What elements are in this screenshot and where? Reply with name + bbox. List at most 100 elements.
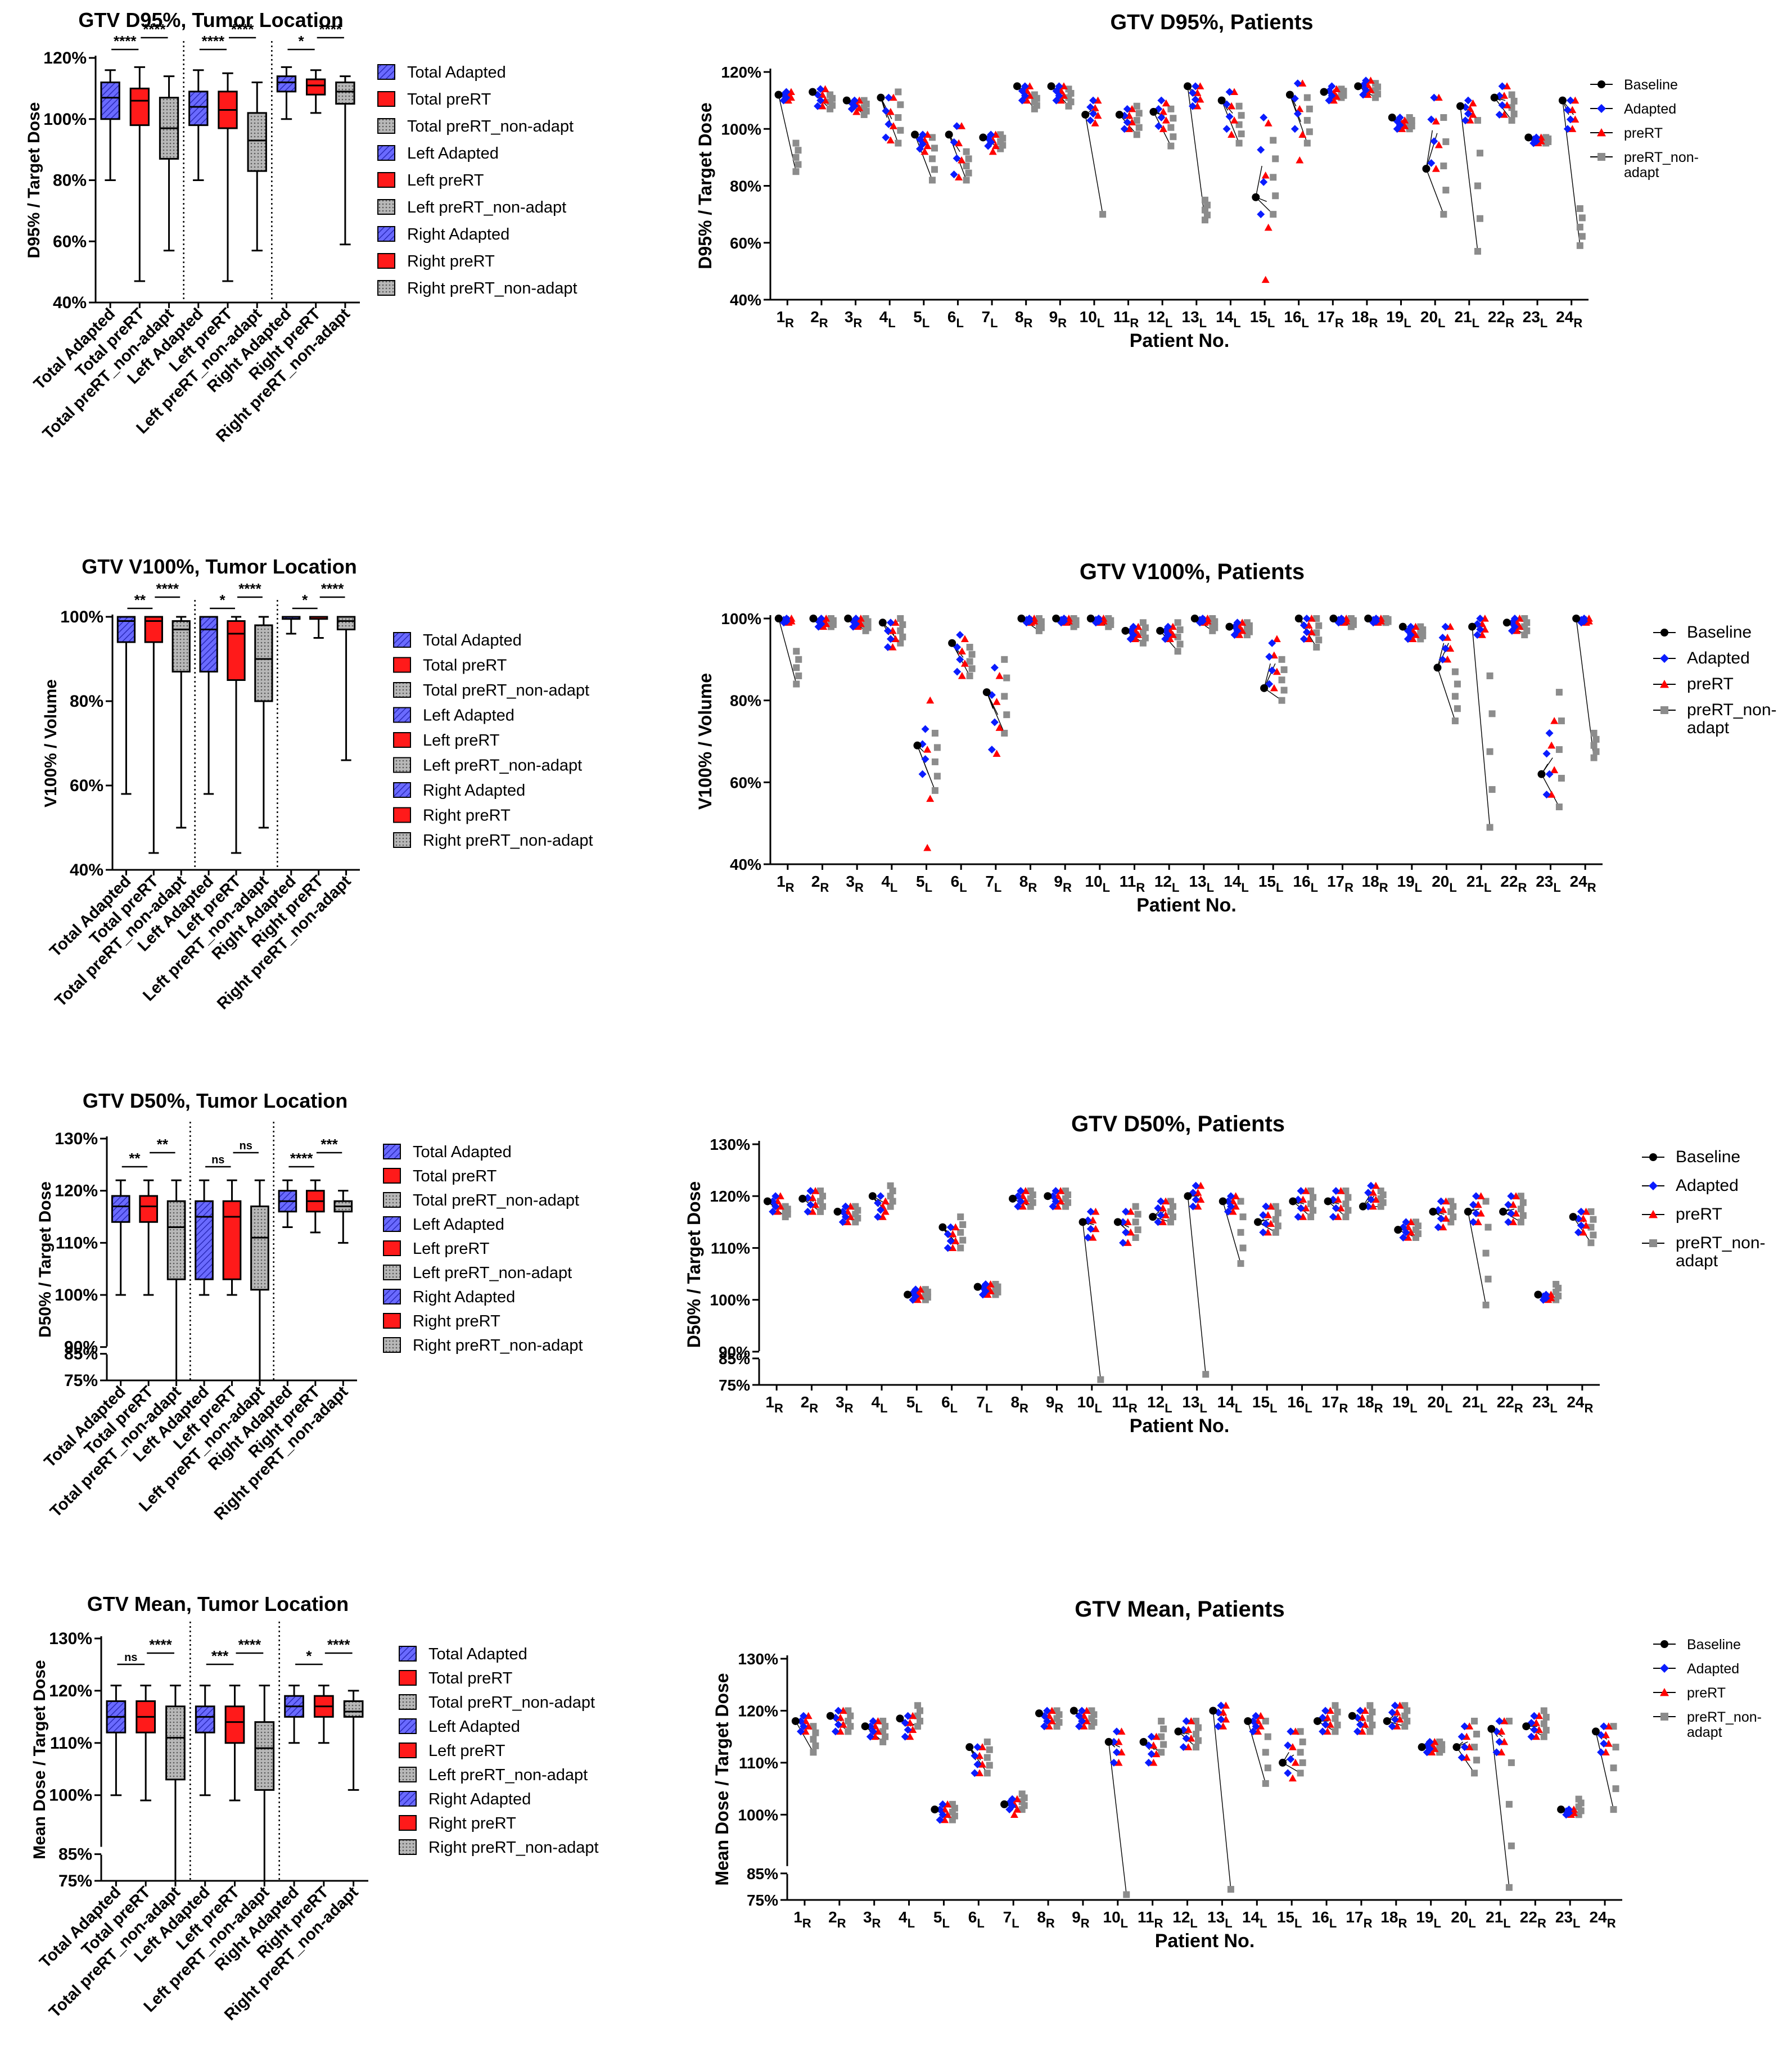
patient-number: 11 (1120, 873, 1136, 890)
legend-swatch (393, 632, 411, 648)
connector-line (1472, 626, 1491, 828)
prert-point (1272, 635, 1281, 643)
nonadapt-point (899, 621, 906, 628)
prert-point (821, 96, 829, 104)
patient-number: 8 (1037, 1908, 1046, 1926)
nonadapt-point (1274, 1222, 1281, 1230)
adapted-point (1472, 1192, 1480, 1200)
y-tick-label: 60% (53, 232, 87, 251)
patient-11-points (1115, 102, 1143, 138)
y-tick-label: 100% (721, 610, 761, 628)
patient-number: 15 (1277, 1908, 1294, 1926)
patient-side: R (1364, 1916, 1373, 1930)
patient-20-points (1422, 93, 1450, 218)
adapted-point (1542, 791, 1551, 799)
y-axis-label: Mean Dose / Target Dose (712, 1673, 732, 1885)
nonadapt-point (1519, 1212, 1527, 1219)
legend-marker (1660, 629, 1668, 637)
nonadapt-point (1174, 648, 1181, 655)
nonadapt-point (1303, 117, 1311, 124)
baseline-point (1225, 622, 1234, 631)
prert-point (1299, 1195, 1307, 1203)
nonadapt-point (1307, 1188, 1315, 1195)
nonadapt-point (959, 1221, 967, 1228)
nonadapt-point (1471, 1717, 1478, 1725)
legend-marker (1660, 1640, 1668, 1648)
prert-point (1481, 615, 1489, 622)
prert-point (1407, 1228, 1415, 1236)
nonadapt-point (1003, 711, 1010, 719)
legend-label: Adapted (1687, 649, 1750, 667)
baseline-point (1047, 82, 1055, 91)
adapted-point (1260, 114, 1268, 121)
adapted-point (1192, 1181, 1200, 1190)
prert-point (1474, 1218, 1482, 1225)
prert-point (1371, 1195, 1380, 1203)
adapted-point (1545, 729, 1554, 737)
nonadapt-point (931, 787, 938, 794)
prert-point (1512, 1209, 1520, 1217)
box-panel-3: GTV Mean, Tumor Location75%85%100%110%12… (30, 1592, 599, 2024)
legend-marker (1649, 1181, 1658, 1190)
prert-point (1307, 615, 1316, 622)
y-tick-label: 85% (58, 1845, 92, 1864)
adapted-point (1225, 88, 1234, 96)
nonadapt-point (1280, 687, 1288, 694)
patient-side: R (1339, 1401, 1348, 1415)
prert-point (1434, 93, 1443, 101)
prert-point (1114, 1737, 1123, 1745)
x-axis-label: Patient No. (1155, 1930, 1255, 1952)
nonadapt-point (1158, 1717, 1165, 1725)
x-tick-label: 3R (845, 308, 863, 330)
x-tick-label: 12L (1147, 1393, 1172, 1415)
x-tick-label: 1R (777, 308, 795, 330)
legend-label-line: Baseline (1687, 623, 1752, 642)
adapted-point (1077, 1717, 1086, 1725)
x-axis-label: Patient No. (1130, 1415, 1230, 1437)
patient-side: L (1165, 1401, 1172, 1415)
patient-21-points (1456, 96, 1483, 255)
nonadapt-point (1243, 619, 1251, 626)
legend-swatch (399, 1694, 417, 1710)
baseline-point (1289, 1197, 1297, 1206)
adapted-point (1120, 125, 1129, 133)
adapted-point (1119, 1239, 1127, 1247)
nonadapt-point (819, 1203, 827, 1210)
patient-14-points (1217, 88, 1245, 147)
patient-side: R (1130, 316, 1139, 330)
patient-number: 12 (1154, 873, 1172, 890)
x-tick-label: 6L (947, 308, 964, 330)
adapted-point (1188, 89, 1197, 97)
patient-side: R (1024, 316, 1033, 330)
adapted-point (956, 655, 964, 663)
adapted-point (1021, 82, 1029, 91)
legend-label: Right preRT_non-adapt (428, 1839, 599, 1857)
patient-24-points (1569, 1207, 1597, 1247)
prert-point (1264, 119, 1272, 127)
prert-point (1010, 1811, 1018, 1818)
patient-number: 2 (810, 308, 819, 326)
x-tick-label: 6L (968, 1908, 985, 1930)
prert-point (1334, 1195, 1342, 1203)
nonadapt-point (1342, 1213, 1350, 1221)
nonadapt-point (983, 1754, 991, 1761)
patient-side: R (802, 1916, 811, 1930)
prert-point (1407, 1218, 1415, 1225)
nonadapt-point (1132, 1218, 1139, 1226)
prert-point (958, 156, 966, 164)
legend-swatch (393, 757, 411, 773)
patient-number: 4 (899, 1908, 908, 1926)
adapted-point (1014, 1202, 1022, 1211)
baseline-point (1294, 615, 1303, 622)
prert-point (1302, 1204, 1310, 1212)
patient-side: R (845, 1401, 854, 1415)
adapted-point (1464, 110, 1472, 118)
baseline-point (833, 1207, 842, 1216)
adapted-point (1437, 1215, 1445, 1223)
prert-point (881, 1197, 890, 1205)
baseline-point (1219, 1197, 1227, 1206)
legend-swatch (399, 1670, 417, 1686)
adapted-point (1249, 1727, 1257, 1736)
